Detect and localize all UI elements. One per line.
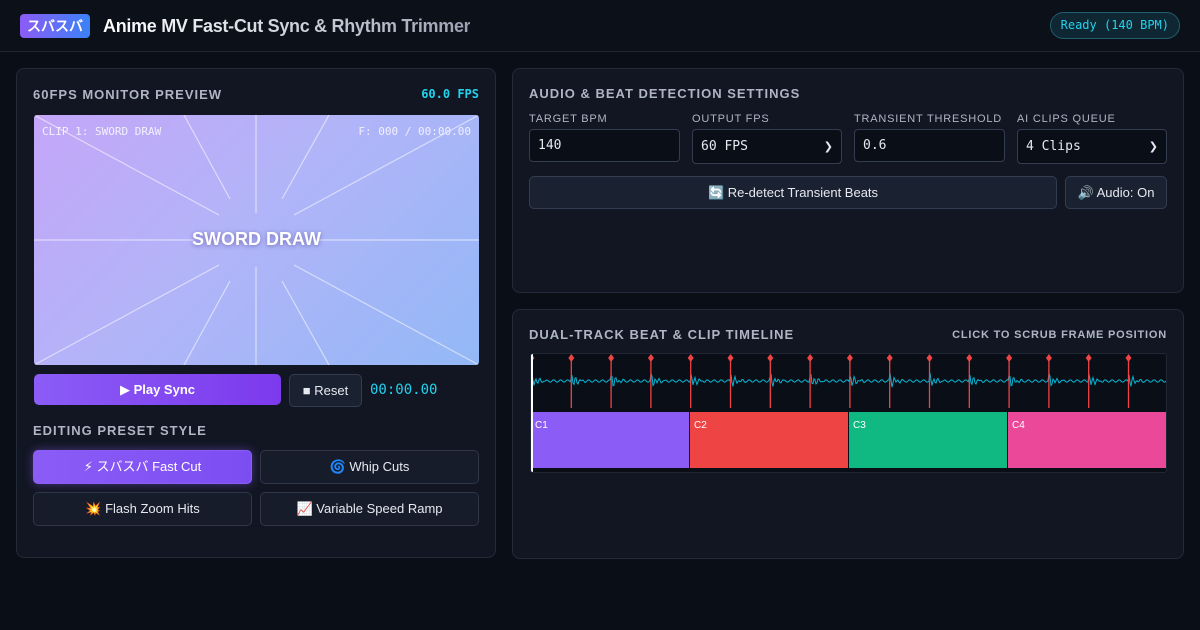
fps-select[interactable]: 60 FPS ❯ [692, 129, 842, 164]
waveform-line [531, 372, 1166, 388]
beat-marker-head [1125, 354, 1132, 362]
audio-waveform-track [531, 354, 1166, 408]
beat-marker-head [1045, 354, 1052, 362]
redetect-beats-button[interactable]: 🔄 Re-detect Transient Beats [529, 176, 1057, 209]
clip-block-label: C2 [694, 420, 707, 431]
clip-block[interactable]: C4 [1008, 412, 1166, 468]
beat-clip-timeline[interactable]: C1 C2 C3 C4 [530, 353, 1167, 473]
frame-counter: F: 000 / 00:00.00 [358, 125, 471, 138]
reset-button[interactable]: ■ Reset [289, 374, 362, 407]
beat-marker-head [807, 354, 814, 362]
settings-title: AUDIO & BEAT DETECTION SETTINGS [529, 86, 801, 101]
preview-title: 60FPS MONITOR PREVIEW [33, 87, 223, 102]
app-title: Anime MV Fast-Cut Sync & Rhythm Trimmer [103, 16, 471, 36]
threshold-label: TRANSIENT THRESHOLD [854, 113, 1003, 125]
app-logo: スバスバ [20, 14, 90, 38]
fps-select-value: 60 FPS [701, 139, 748, 154]
beat-marker-head [687, 354, 694, 362]
beat-marker-head [846, 354, 853, 362]
speed-lines [34, 115, 479, 365]
clip-block-label: C3 [853, 420, 866, 431]
beat-marker-head [727, 354, 734, 362]
beat-marker-head [1085, 354, 1092, 362]
app-header: スバスバ Anime MV Fast-Cut Sync & Rhythm Tri… [0, 0, 1200, 52]
chevron-down-icon: ❯ [1148, 140, 1158, 153]
beat-marker-head [568, 354, 575, 362]
playhead[interactable] [531, 354, 533, 472]
timeline-title: DUAL-TRACK BEAT & CLIP TIMELINE [529, 327, 795, 342]
audio-toggle-button[interactable]: 🔊 Audio: On [1065, 176, 1167, 209]
beat-marker-head [647, 354, 654, 362]
beat-marker-head [926, 354, 933, 362]
beat-marker-head [608, 354, 615, 362]
fps-readout: 60.0 FPS [421, 87, 479, 101]
preview-panel: 60FPS MONITOR PREVIEW 60.0 FPS CLIP 1: S… [16, 68, 496, 558]
monitor-preview[interactable]: CLIP 1: SWORD DRAW F: 000 / 00:00.00 SWO… [34, 115, 479, 365]
fps-label: OUTPUT FPS [692, 113, 770, 125]
beat-marker-head [1006, 354, 1013, 362]
clip-block[interactable]: C1 [531, 412, 689, 468]
clip-block[interactable]: C2 [690, 412, 848, 468]
clip-block-label: C1 [535, 420, 548, 431]
bpm-input[interactable] [529, 129, 680, 162]
time-readout: 00:00.00 [370, 382, 438, 398]
beat-marker-head [767, 354, 774, 362]
beat-marker-head [966, 354, 973, 362]
play-sync-button[interactable]: ▶ Play Sync [34, 374, 281, 405]
preset-whip-cuts[interactable]: 🌀 Whip Cuts [260, 450, 479, 484]
clip-label: CLIP 1: SWORD DRAW [42, 125, 162, 138]
preset-flash-zoom[interactable]: 💥 Flash Zoom Hits [33, 492, 252, 526]
bpm-label: TARGET BPM [529, 113, 608, 125]
timeline-panel: DUAL-TRACK BEAT & CLIP TIMELINE CLICK TO… [512, 309, 1184, 559]
queue-select[interactable]: 4 Clips ❯ [1017, 129, 1167, 164]
monitor-caption: SWORD DRAW [192, 229, 321, 249]
queue-label: AI CLIPS QUEUE [1017, 113, 1116, 125]
clip-block-label: C4 [1012, 420, 1025, 431]
queue-select-value: 4 Clips [1026, 139, 1081, 154]
threshold-input[interactable] [854, 129, 1005, 162]
status-badge: Ready (140 BPM) [1049, 12, 1180, 39]
beat-marker-head [886, 354, 893, 362]
preset-fast-cut[interactable]: ⚡ スバスバ Fast Cut [33, 450, 252, 484]
settings-panel: AUDIO & BEAT DETECTION SETTINGS TARGET B… [512, 68, 1184, 293]
preset-speed-ramp[interactable]: 📈 Variable Speed Ramp [260, 492, 479, 526]
scrub-hint: CLICK TO SCRUB FRAME POSITION [952, 329, 1167, 341]
presets-title: EDITING PRESET STYLE [33, 423, 207, 438]
clip-block[interactable]: C3 [849, 412, 1007, 468]
chevron-down-icon: ❯ [823, 140, 833, 153]
